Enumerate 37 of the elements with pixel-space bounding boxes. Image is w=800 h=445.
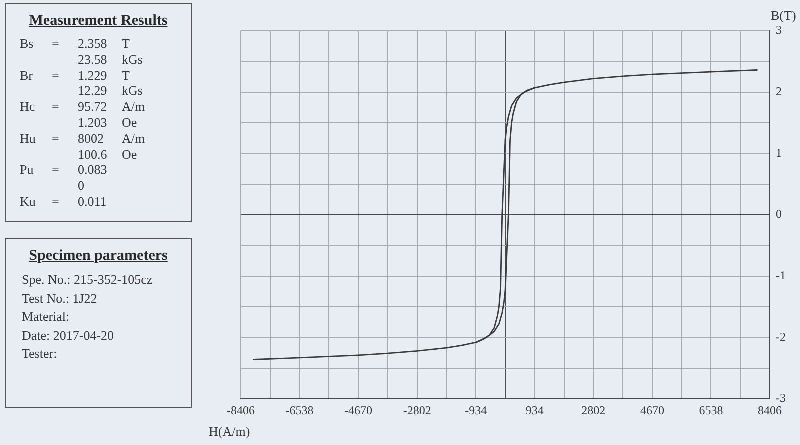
text: 0	[78, 178, 86, 194]
text: Hc = 95.72 A/m	[20, 99, 146, 114]
x-tick-label: 8406	[758, 403, 782, 418]
y-tick-label: -1	[776, 268, 786, 282]
y-tick-label: 2	[776, 84, 782, 98]
x-tick-label: -934	[465, 403, 488, 418]
text: Bs = 2.358 T	[20, 36, 130, 51]
text: Br = 1.229 T	[20, 68, 130, 83]
text: Test No.: 1J22	[22, 290, 98, 308]
x-tick-label: 4670	[640, 403, 664, 418]
text: Material:	[22, 308, 71, 326]
text: 23.58 kGs	[78, 52, 144, 68]
text: 12.29 kGs	[78, 83, 144, 100]
x-tick-label: 934	[526, 403, 544, 418]
text: Specimen parameters	[28, 248, 169, 265]
text: Pu = 0.083	[20, 162, 108, 178]
x-tick-label: -8406	[227, 403, 255, 418]
y-tick-label: 1	[776, 146, 782, 160]
text: Measurement Results	[28, 13, 169, 30]
text: Date: 2017-04-20	[22, 326, 116, 344]
y-tick-label: -2	[776, 330, 786, 344]
y-axis-title: B(T)	[771, 8, 796, 24]
x-tick-label: 2802	[582, 403, 606, 418]
text: Hu = 8002 A/m	[20, 130, 146, 146]
text: 1.203 Oe	[78, 114, 138, 131]
x-tick-label: -4670	[344, 403, 373, 418]
y-tick-label: 3	[776, 23, 782, 38]
y-tick-label: -3	[776, 391, 786, 406]
text: Spe. No.: 215-352-105cz	[22, 271, 154, 289]
x-tick-label: -6538	[286, 403, 314, 418]
x-tick-label: 6538	[699, 403, 724, 418]
x-axis-title: H(A/m)	[209, 424, 250, 440]
text: Ku = 0.011	[20, 194, 107, 209]
x-tick-label: -2802	[403, 403, 432, 418]
text: 100.6 Oe	[78, 146, 138, 162]
y-tick-label: 0	[776, 207, 782, 222]
text: Tester:	[22, 345, 58, 363]
